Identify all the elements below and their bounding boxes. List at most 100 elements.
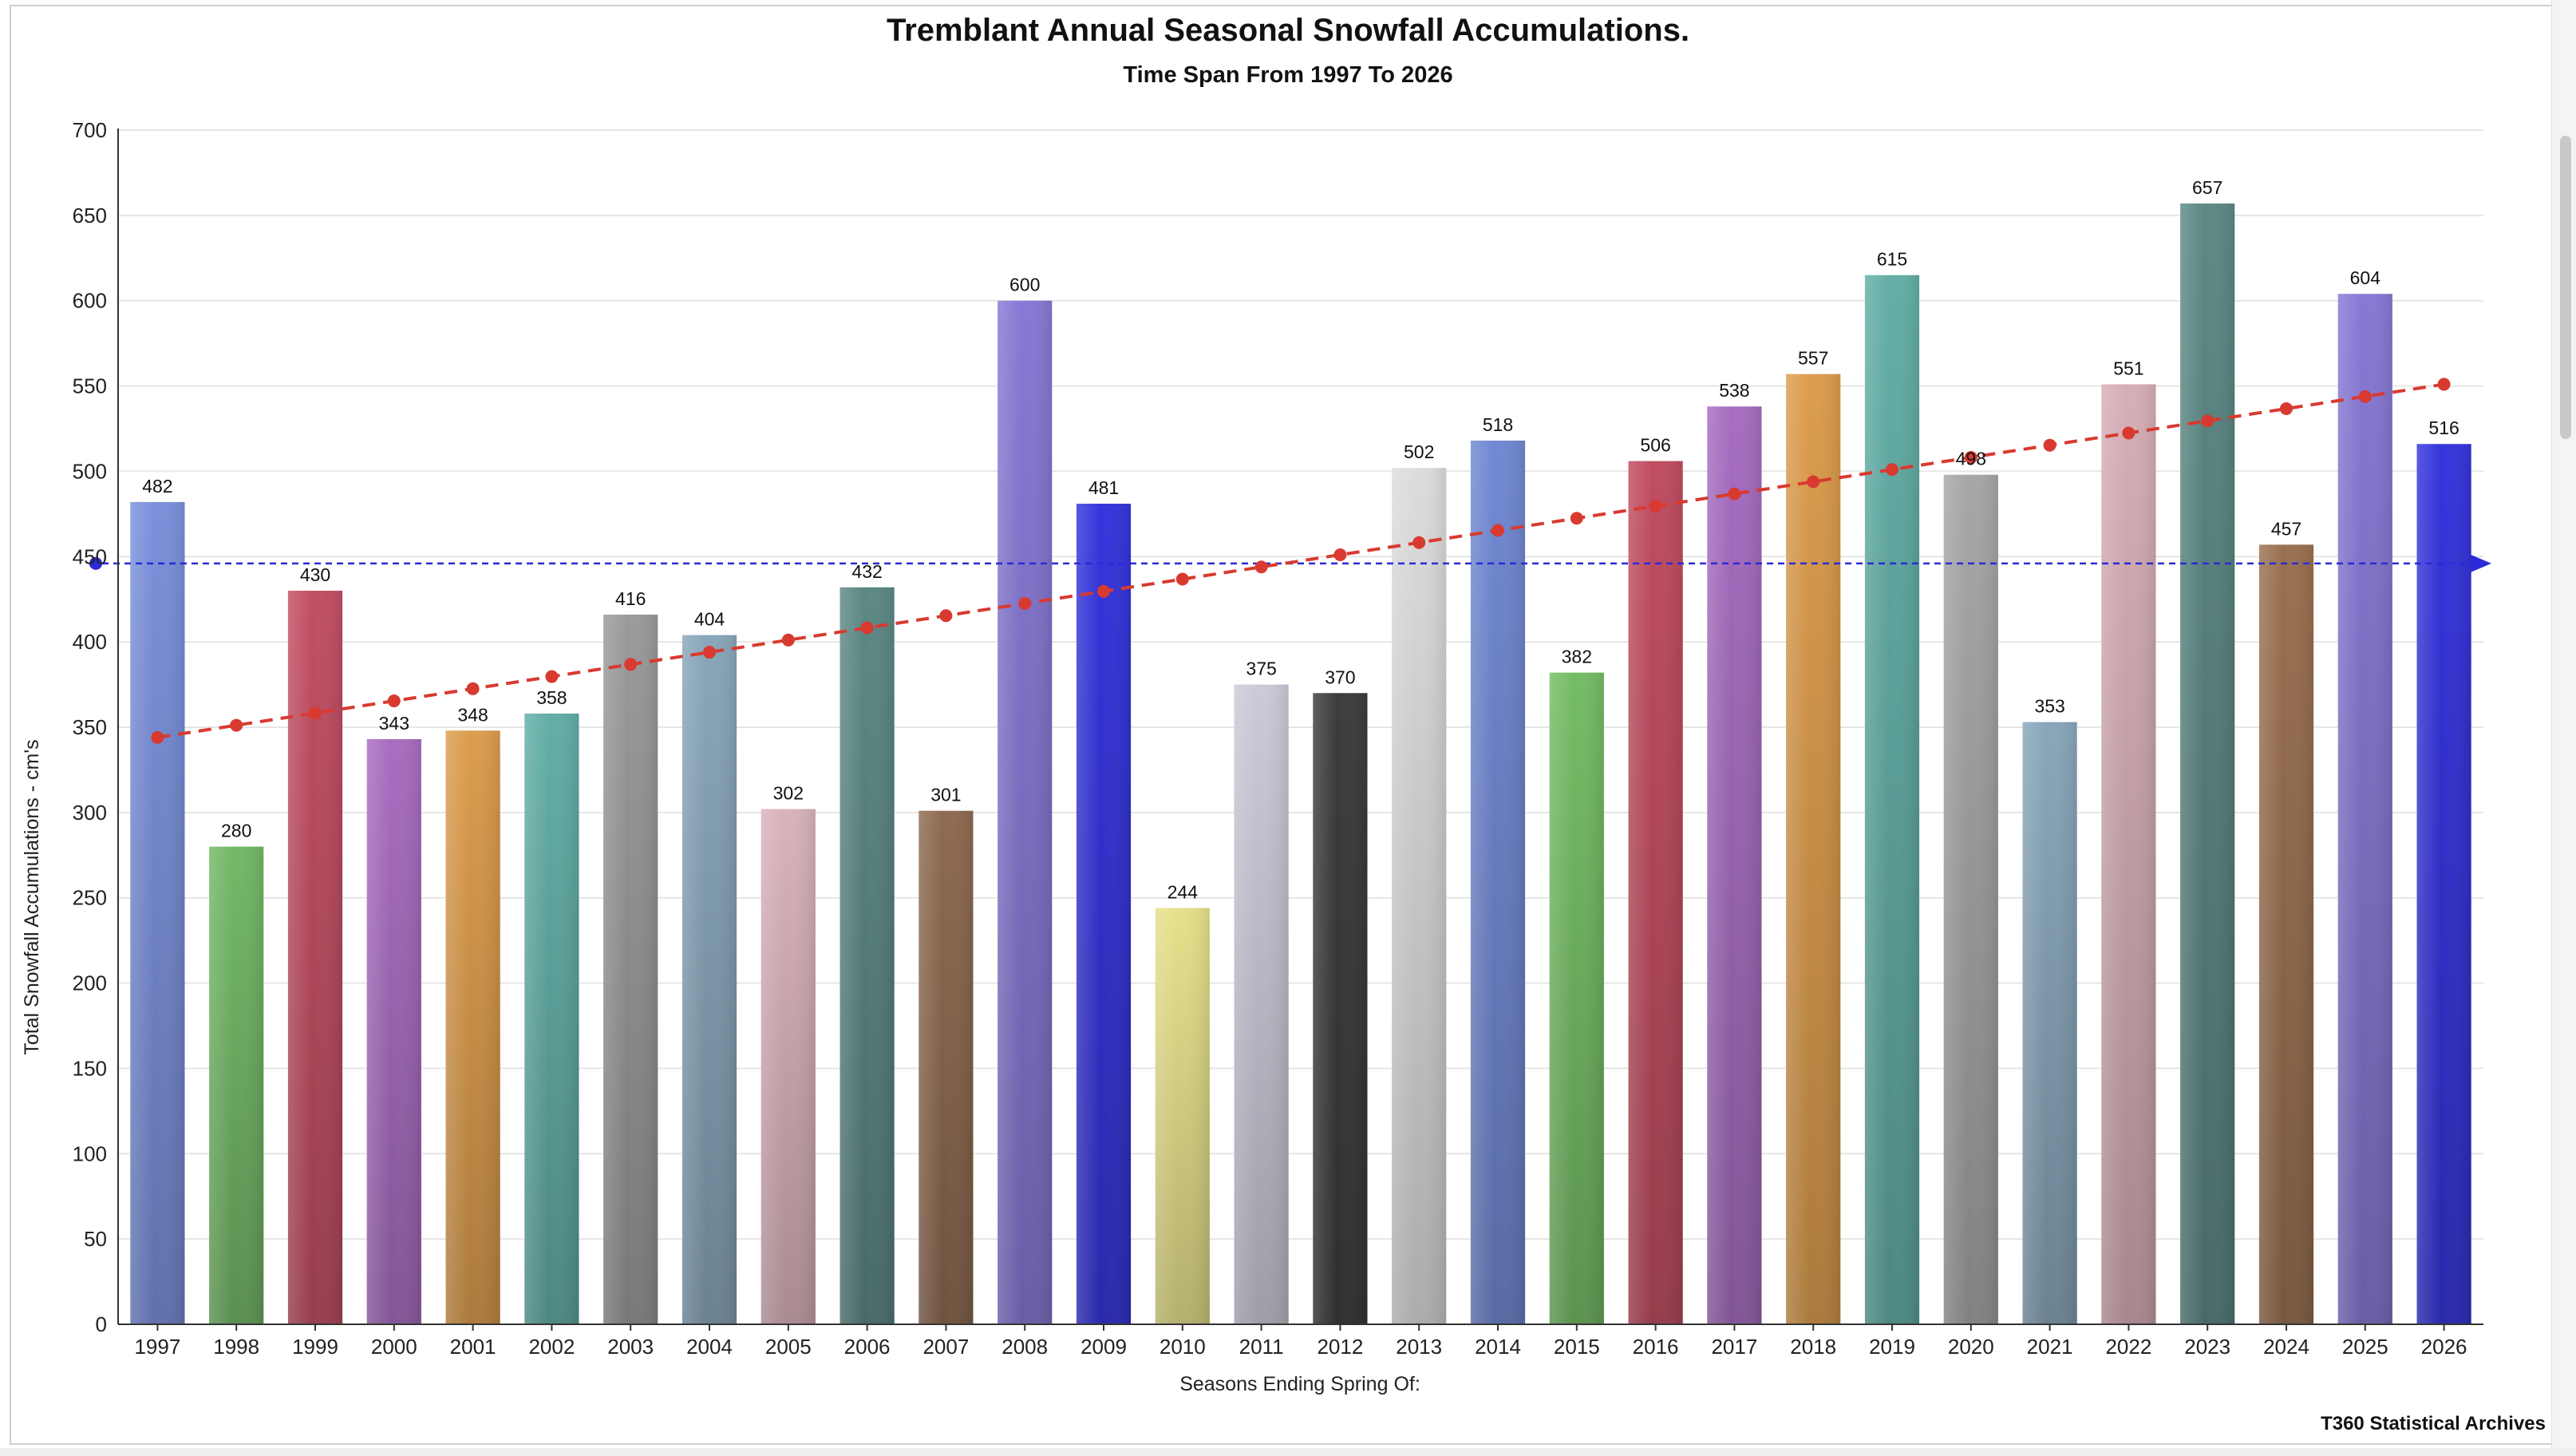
trend-point (1018, 597, 1032, 611)
data-label: 506 (1640, 435, 1670, 456)
vertical-scrollbar[interactable] (2551, 0, 2576, 1456)
y-tick-label: 350 (73, 715, 107, 739)
x-tick-label: 2024 (2263, 1335, 2309, 1359)
data-label: 301 (930, 785, 961, 805)
trend-point (2280, 402, 2293, 415)
y-tick-label: 100 (73, 1141, 107, 1165)
horizontal-scroll-strip (0, 1448, 2576, 1456)
x-tick-label: 2023 (2184, 1335, 2230, 1359)
y-tick-label: 150 (73, 1056, 107, 1080)
bar-gloss (1392, 468, 1447, 1324)
bar-gloss (1234, 684, 1289, 1324)
bar-gloss (287, 591, 343, 1324)
y-tick-label: 650 (73, 204, 107, 228)
x-tick-label: 2025 (2342, 1335, 2388, 1359)
data-label: 551 (2113, 358, 2143, 378)
data-label: 370 (1325, 667, 1355, 687)
bar-gloss (2180, 203, 2235, 1325)
y-tick-label: 250 (73, 886, 107, 910)
source-credit: T360 Statistical Archives (2321, 1413, 2546, 1434)
trend-point (1412, 536, 1426, 549)
data-label: 302 (773, 783, 804, 804)
x-tick-label: 2010 (1160, 1335, 1206, 1359)
bar-gloss (2101, 384, 2156, 1324)
trend-point (1964, 450, 1977, 464)
x-tick-label: 2011 (1239, 1335, 1284, 1359)
trend-point (1728, 487, 1741, 500)
trend-point (1097, 584, 1110, 598)
x-axis-title: Seasons Ending Spring Of: (1179, 1373, 1420, 1395)
y-tick-label: 300 (73, 801, 107, 825)
x-tick-label: 2001 (450, 1335, 496, 1359)
trend-point (781, 633, 795, 647)
x-tick-label: 2002 (528, 1335, 575, 1359)
bar-gloss (2258, 544, 2314, 1324)
trend-point (2358, 390, 2372, 403)
data-label: 416 (615, 588, 646, 609)
bar-gloss (1707, 406, 1762, 1324)
bar-gloss (840, 587, 895, 1324)
trend-point (545, 670, 559, 683)
data-label: 498 (1956, 449, 1986, 469)
x-tick-label: 2026 (2421, 1335, 2467, 1359)
bar-gloss (761, 809, 816, 1324)
x-tick-label: 1999 (292, 1335, 338, 1359)
trend-point (1649, 499, 1662, 512)
trend-point (2437, 378, 2451, 391)
trend-point (624, 658, 638, 671)
x-tick-label: 2016 (1633, 1335, 1679, 1359)
trend-point (2201, 414, 2214, 428)
data-label: 482 (142, 476, 172, 497)
bar-gloss (1155, 908, 1210, 1324)
bar-gloss (1786, 374, 1841, 1324)
data-label: 502 (1404, 441, 1434, 462)
y-tick-label: 400 (73, 630, 107, 654)
x-tick-label: 2008 (1002, 1335, 1048, 1359)
y-tick-label: 700 (73, 118, 107, 142)
trend-point (1886, 463, 1898, 477)
bar-gloss (2337, 294, 2392, 1324)
trend-point (309, 706, 322, 720)
average-marker-left (89, 556, 102, 570)
trend-point (230, 718, 243, 732)
bar-gloss (445, 730, 500, 1324)
x-tick-label: 1998 (213, 1335, 259, 1359)
data-label: 375 (1246, 659, 1276, 679)
data-label: 538 (1719, 380, 1749, 401)
bar-gloss (1628, 461, 1683, 1324)
x-tick-label: 2014 (1475, 1335, 1521, 1359)
data-label: 481 (1088, 477, 1119, 498)
bar-gloss (1313, 693, 1368, 1324)
scrollbar-thumb[interactable] (2560, 136, 2571, 439)
data-label: 348 (457, 704, 488, 725)
x-tick-label: 2012 (1317, 1335, 1363, 1359)
bar-gloss (603, 614, 658, 1324)
chart-title: Tremblant Annual Seasonal Snowfall Accum… (886, 13, 1690, 48)
trend-point (2043, 438, 2056, 452)
bar-gloss (524, 713, 579, 1324)
data-label: 600 (1009, 275, 1040, 295)
data-label: 657 (2192, 177, 2222, 198)
data-label: 358 (536, 687, 567, 708)
data-label: 404 (694, 609, 725, 630)
trend-point (387, 694, 401, 708)
data-label: 457 (2271, 518, 2301, 539)
x-tick-label: 2018 (1790, 1335, 1836, 1359)
data-label: 518 (1483, 414, 1513, 435)
y-axis-title: Total Snowfall Accumulations - cm's (21, 739, 43, 1054)
y-tick-label: 200 (73, 971, 107, 995)
x-tick-label: 2021 (2027, 1335, 2073, 1359)
x-tick-label: 1997 (134, 1335, 180, 1359)
x-tick-label: 2005 (765, 1335, 812, 1359)
trend-point (939, 609, 953, 623)
trend-point (466, 682, 480, 695)
x-tick-label: 2006 (844, 1335, 891, 1359)
y-tick-label: 450 (73, 544, 107, 568)
trend-point (860, 621, 874, 635)
data-label: 353 (2034, 696, 2064, 717)
data-label: 244 (1167, 882, 1199, 903)
trend-point (2122, 426, 2135, 440)
trend-point (703, 646, 716, 659)
data-label: 382 (1562, 647, 1592, 667)
